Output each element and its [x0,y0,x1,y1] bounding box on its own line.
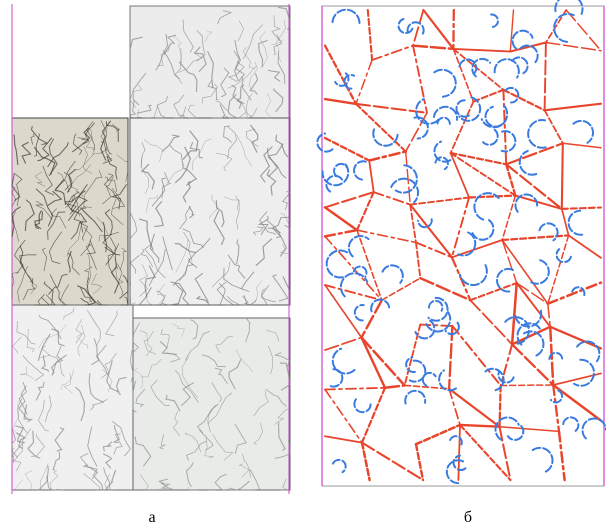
panel-frame [322,6,604,486]
blank-area [12,6,130,116]
vector-map-panel [317,0,606,486]
map-sheet [133,318,290,490]
road-segment [562,143,563,209]
road-segment [562,208,601,209]
panel-label: а [148,509,155,526]
map-sheet [12,305,133,490]
map-sheet [130,6,290,118]
figure: а б [0,0,606,531]
panel-label: б [464,509,472,526]
scanned-map-panel [12,4,290,494]
terrain-line [130,283,131,305]
